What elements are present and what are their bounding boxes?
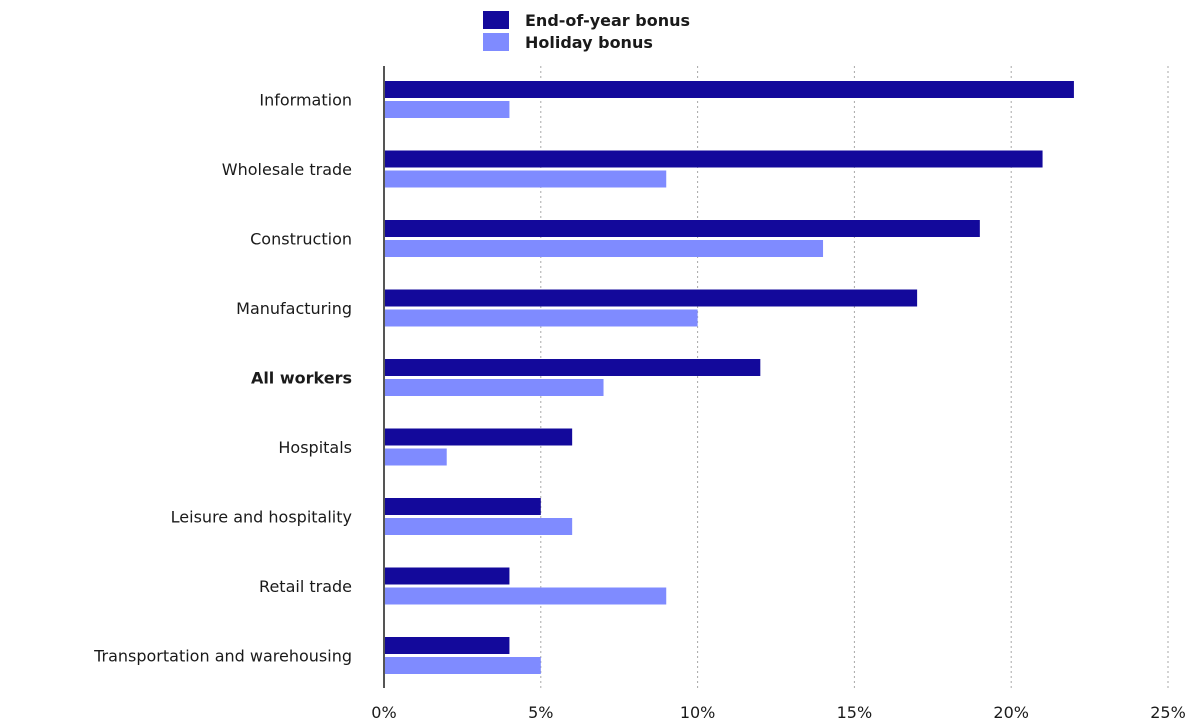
bar-manufacturing-holiday-bonus: [384, 309, 698, 327]
bar-construction-end-of-year-bonus: [384, 220, 980, 237]
category-label-leisure-and-hospitality: Leisure and hospitality: [171, 508, 352, 527]
x-tick-label-20: 20%: [993, 703, 1029, 721]
legend-swatch-holiday-bonus: [483, 33, 509, 51]
bar-information-end-of-year-bonus: [384, 81, 1074, 98]
x-tick-label-15: 15%: [837, 703, 873, 721]
category-label-construction: Construction: [250, 230, 352, 249]
legend: End-of-year bonus Holiday bonus: [483, 11, 690, 52]
x-tick-label-10: 10%: [680, 703, 716, 721]
legend-label-end-of-year-bonus: End-of-year bonus: [525, 11, 690, 30]
category-label-wholesale-trade: Wholesale trade: [222, 160, 352, 179]
bar-transportation-and-warehousing-holiday-bonus: [384, 657, 541, 674]
legend-label-holiday-bonus: Holiday bonus: [525, 33, 653, 52]
category-label-manufacturing: Manufacturing: [236, 299, 352, 318]
bar-hospitals-holiday-bonus: [384, 448, 447, 466]
gridlines: [540, 66, 1169, 688]
x-tick-labels: 0% 5% 10% 15% 20% 25%: [371, 703, 1185, 721]
bar-retail-trade-holiday-bonus: [384, 587, 667, 605]
bar-all-workers-end-of-year-bonus: [384, 359, 761, 376]
bar-retail-trade-end-of-year-bonus: [384, 567, 510, 585]
legend-swatch-end-of-year-bonus: [483, 11, 509, 29]
x-tick-label-25: 25%: [1150, 703, 1186, 721]
bars: [384, 81, 1074, 674]
category-labels: Information Wholesale trade Construction Ma…: [93, 91, 352, 666]
bar-leisure-and-hospitality-holiday-bonus: [384, 518, 573, 535]
category-label-hospitals: Hospitals: [278, 438, 352, 457]
category-label-transportation-and-warehousing: Transportation and warehousing: [93, 647, 352, 666]
category-label-information: Information: [259, 91, 352, 110]
category-label-all-workers: All workers: [251, 369, 352, 388]
bar-information-holiday-bonus: [384, 101, 510, 118]
bar-transportation-and-warehousing-end-of-year-bonus: [384, 637, 510, 654]
x-tick-label-0: 0%: [371, 703, 396, 721]
x-tick-label-5: 5%: [528, 703, 553, 721]
bar-wholesale-trade-holiday-bonus: [384, 170, 667, 188]
bar-wholesale-trade-end-of-year-bonus: [384, 150, 1043, 168]
bar-manufacturing-end-of-year-bonus: [384, 289, 918, 307]
bar-construction-holiday-bonus: [384, 240, 824, 257]
bar-all-workers-holiday-bonus: [384, 379, 604, 396]
bar-leisure-and-hospitality-end-of-year-bonus: [384, 498, 541, 515]
bar-hospitals-end-of-year-bonus: [384, 428, 573, 446]
category-label-retail-trade: Retail trade: [259, 577, 352, 596]
